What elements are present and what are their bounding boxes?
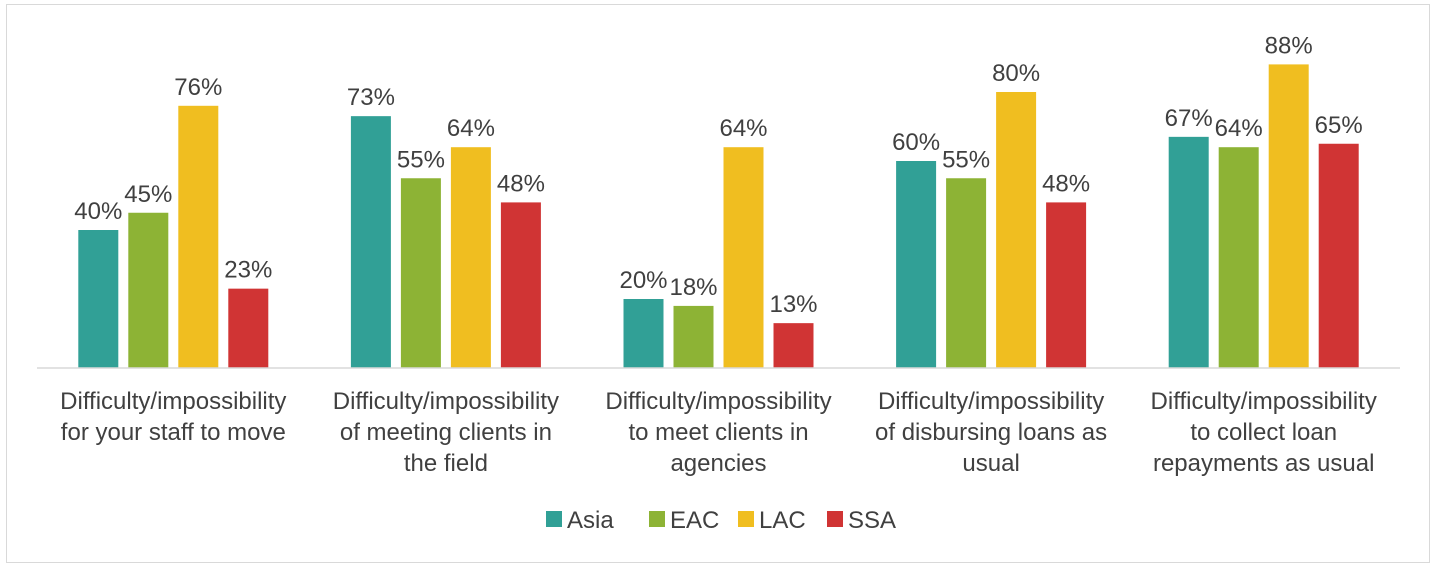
data-label-lac-4: 80% xyxy=(992,60,1040,87)
bar-ssa-3 xyxy=(773,323,814,368)
data-label-eac-5: 64% xyxy=(1215,115,1263,142)
category-label-1: Difficulty/impossibility for your staff t… xyxy=(60,388,286,446)
bar-lac-1 xyxy=(178,105,219,369)
data-label-asia-2: 73% xyxy=(347,84,395,111)
data-label-ssa-2: 48% xyxy=(497,170,545,197)
bar-lac-3 xyxy=(723,147,764,368)
bar-ssa-1 xyxy=(228,288,269,368)
category-label-3: Difficulty/impossibility to meet clients … xyxy=(605,388,831,477)
data-label-lac-5: 88% xyxy=(1265,32,1313,59)
data-label-eac-2: 55% xyxy=(397,146,445,173)
legend-label-eac: EAC xyxy=(670,507,719,534)
category-label-line: to meet clients in xyxy=(628,419,808,446)
category-label-line: Difficulty/impossibility xyxy=(878,388,1104,415)
bar-asia-4 xyxy=(896,161,937,368)
bar-ssa-4 xyxy=(1046,202,1087,368)
bars-layer xyxy=(78,64,1359,369)
bar-ssa-5 xyxy=(1318,143,1359,368)
bar-ssa-2 xyxy=(500,202,541,368)
bar-lac-5 xyxy=(1268,64,1309,369)
bar-eac-3 xyxy=(673,305,714,368)
bar-eac-1 xyxy=(128,212,169,368)
bar-eac-4 xyxy=(946,178,987,368)
bar-asia-5 xyxy=(1168,136,1209,368)
legend-swatch-lac xyxy=(738,511,754,527)
data-label-asia-1: 40% xyxy=(74,198,122,225)
category-label-5: Difficulty/impossibility to collect loan r… xyxy=(1151,388,1377,477)
bar-asia-1 xyxy=(78,230,119,368)
data-label-asia-3: 20% xyxy=(619,267,667,294)
data-label-lac-2: 64% xyxy=(447,115,495,142)
category-label-line: Difficulty/impossibility xyxy=(1151,388,1377,415)
category-label-line: of disbursing loans as xyxy=(875,419,1107,446)
data-label-lac-3: 64% xyxy=(719,115,767,142)
category-label-line: the field xyxy=(404,450,488,477)
category-label-line: repayments as usual xyxy=(1153,450,1374,477)
bar-eac-5 xyxy=(1218,147,1259,368)
bar-lac-2 xyxy=(450,147,491,368)
data-label-eac-1: 45% xyxy=(124,181,172,208)
legend-swatch-eac xyxy=(649,511,665,527)
bar-asia-3 xyxy=(623,299,664,368)
category-label-line: Difficulty/impossibility xyxy=(60,388,286,415)
legend-label-asia: Asia xyxy=(567,507,614,534)
legend-swatch-ssa xyxy=(827,511,843,527)
data-labels-layer: 40%45%76%23%73%55%64%48%20% 18%64%13%60%5… xyxy=(74,32,1362,318)
category-label-line: to collect loan xyxy=(1190,419,1337,446)
category-label-2: Difficulty/impossibility of meeting clien… xyxy=(333,388,559,477)
category-label-line: Difficulty/impossibility xyxy=(333,388,559,415)
category-label-line: agencies xyxy=(670,450,766,477)
bar-asia-2 xyxy=(350,116,391,369)
category-label-line: Difficulty/impossibility xyxy=(605,388,831,415)
legend-label-lac: LAC xyxy=(759,507,806,534)
data-label-asia-5: 67% xyxy=(1165,105,1213,132)
bar-lac-4 xyxy=(996,92,1037,368)
data-label-ssa-1: 23% xyxy=(224,257,272,284)
data-label-lac-1: 76% xyxy=(174,74,222,101)
legend-swatch-asia xyxy=(546,511,562,527)
data-label-ssa-4: 48% xyxy=(1042,170,1090,197)
category-label-line: usual xyxy=(962,450,1019,477)
legend-label-ssa: SSA xyxy=(848,507,896,534)
data-label-ssa-5: 65% xyxy=(1315,112,1363,139)
category-label-4: Difficulty/impossibility of disbursing lo… xyxy=(875,388,1107,477)
data-label-ssa-3: 13% xyxy=(769,291,817,318)
category-label-line: of meeting clients in xyxy=(340,419,552,446)
category-label-line: for your staff to move xyxy=(61,419,286,446)
data-label-asia-4: 60% xyxy=(892,129,940,156)
legend: Asia EAC LAC SSA xyxy=(546,507,896,534)
data-label-eac-3: 18% xyxy=(669,274,717,301)
bar-eac-2 xyxy=(400,178,441,368)
category-labels-layer: Difficulty/impossibility for your staff t… xyxy=(60,388,1377,477)
data-label-eac-4: 55% xyxy=(942,146,990,173)
